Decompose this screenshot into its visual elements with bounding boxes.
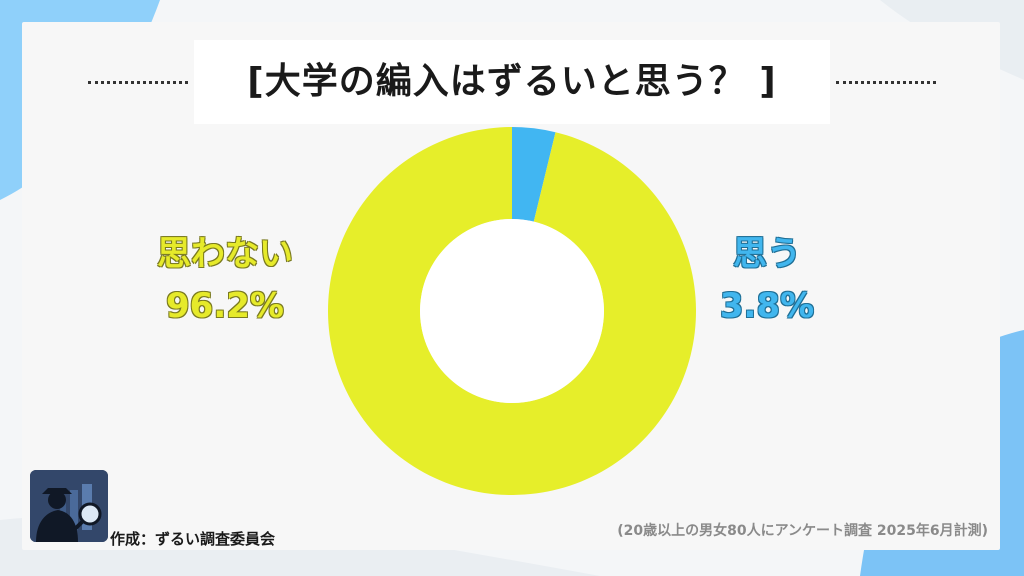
label-yes: 思う [733,234,801,274]
credit-text: 作成：ずるい調査委員会 [110,530,276,548]
page-title: [大学の編入はずるいと思う？ ] [247,61,777,102]
label-no: 思わない [157,234,293,274]
label-no-percent: 96.2% [166,286,284,326]
label-yes-percent: 3.8% [719,286,815,326]
logo [30,470,108,542]
survey-note: (20歳以上の男女80人にアンケート調査 2025年6月計測) [617,523,988,539]
detective-magnifier-icon [30,470,108,542]
donut-slice-yes [512,127,556,222]
donut-slice-no [328,127,696,495]
donut-hole [420,219,604,403]
title-dots-left [88,81,188,84]
title-box [194,40,830,124]
title-dots-right [836,81,936,84]
